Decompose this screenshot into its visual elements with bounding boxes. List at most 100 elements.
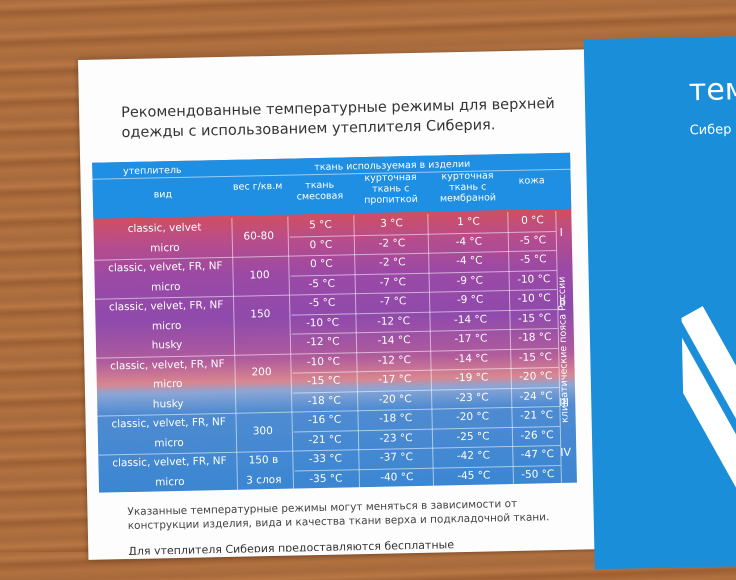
cell-type: classic, velvet, FR, NF xyxy=(108,260,223,275)
cell-membrane: -42 °C xyxy=(456,449,491,463)
cell-mixed: -16 °C xyxy=(307,413,342,427)
cell-membrane: -45 °C xyxy=(457,468,491,482)
row-divider xyxy=(295,483,562,491)
footnote: Указанные температурные режимы могут мен… xyxy=(127,497,550,533)
cell-mixed: -5 °C xyxy=(308,277,336,290)
cell-leather: -50 °C xyxy=(521,467,555,481)
cell-membrane: -20 °C xyxy=(455,410,490,424)
cell-membrane: -17 °C xyxy=(454,332,488,346)
footer-text: Для утеплителя Сиберия предоставляются б… xyxy=(128,538,455,556)
cell-mixed: -12 °C xyxy=(306,335,340,349)
cell-leather: -26 °C xyxy=(520,428,554,442)
climate-zones-label: климатические пояса России xyxy=(556,276,571,423)
cell-leather: -10 °C xyxy=(517,272,551,286)
cell-leather: -20 °C xyxy=(519,370,553,383)
cell-leather: 0 °C xyxy=(521,214,544,227)
cell-impregnated: -12 °C xyxy=(377,353,412,367)
cell-mixed: 0 °C xyxy=(309,257,333,271)
cell-leather: -24 °C xyxy=(519,389,553,403)
panel-title: тем xyxy=(688,71,736,109)
cell-impregnated: -14 °C xyxy=(377,334,411,347)
cell-impregnated: -2 °C xyxy=(378,256,406,269)
cell-leather: -47 °C xyxy=(520,448,555,461)
cell-leather: -10 °C xyxy=(517,292,551,305)
cell-leather: -15 °C xyxy=(517,311,552,325)
cell-impregnated: -17 °C xyxy=(378,373,412,386)
cell-type: micro xyxy=(150,280,181,294)
cell-type: micro xyxy=(155,475,185,488)
header-leather: кожа xyxy=(518,175,545,187)
cell-type: classic, velvet, FR, NF xyxy=(110,357,225,372)
cell-leather: -5 °C xyxy=(519,233,547,247)
panel-subtitle: Сибер xyxy=(689,122,732,139)
cell-membrane: -4 °C xyxy=(455,254,483,268)
logo-decoration xyxy=(680,286,736,568)
cell-weight: 3 слоя xyxy=(246,473,282,487)
header-type: вид xyxy=(153,189,173,201)
cell-impregnated: -40 °C xyxy=(380,470,414,484)
header-weight: вес г/кв.м xyxy=(232,180,283,193)
cell-impregnated: -18 °C xyxy=(378,412,413,425)
page-title: Рекомендованные температурные режимы для… xyxy=(120,96,555,142)
cell-weight xyxy=(237,395,287,396)
cell-type: classic, velvet, FR, NF xyxy=(111,415,226,431)
cell-membrane: -9 °C xyxy=(456,293,484,307)
cell-mixed: 0 °C xyxy=(309,238,333,251)
cell-type: micro xyxy=(151,319,182,333)
cell-weight: 150 в xyxy=(248,453,279,467)
cell-impregnated: -37 °C xyxy=(379,451,414,464)
cell-type: micro xyxy=(152,377,183,391)
cell-mixed: -35 °C xyxy=(309,472,343,485)
cell-weight: 300 xyxy=(252,424,273,438)
zone-1: I xyxy=(559,225,564,239)
cell-mixed: -21 °C xyxy=(308,433,342,446)
cell-membrane: -25 °C xyxy=(456,429,490,443)
cell-leather: -21 °C xyxy=(519,409,554,422)
cell-impregnated: -7 °C xyxy=(379,275,407,289)
cell-membrane: 1 °C xyxy=(457,215,480,229)
header-insulation: утеплитель xyxy=(122,164,182,178)
cell-weight xyxy=(236,337,286,338)
blue-side-panel: тем Сибер xyxy=(583,35,736,570)
cell-type: micro xyxy=(154,436,184,449)
header-membrane: курточная ткань с мембраной xyxy=(439,170,497,205)
cell-weight: 200 xyxy=(251,366,272,379)
cell-membrane: -14 °C xyxy=(454,351,488,365)
cell-weight: 100 xyxy=(249,268,270,282)
cell-impregnated: -23 °C xyxy=(379,431,413,445)
cell-mixed: -10 °C xyxy=(306,355,341,368)
cell-type: husky xyxy=(152,397,184,411)
info-card: Рекомендованные температурные режимы для… xyxy=(78,35,736,570)
cell-mixed: 5 °C xyxy=(309,218,332,232)
cell-leather: -5 °C xyxy=(519,253,547,266)
cell-impregnated: -7 °C xyxy=(379,295,407,308)
table-header: утеплитель ткань используемая в изделии … xyxy=(92,152,572,219)
cell-type: classic, velvet, FR, NF xyxy=(112,454,227,470)
temperature-table: утеплитель ткань используемая в изделии … xyxy=(92,152,577,493)
cell-type: husky xyxy=(151,338,183,352)
cell-impregnated: -2 °C xyxy=(378,236,406,250)
cell-mixed: -10 °C xyxy=(305,316,340,329)
cell-membrane: -19 °C xyxy=(455,371,489,385)
cell-membrane: -4 °C xyxy=(455,235,483,248)
header-impregnated: курточная ткань с пропиткой xyxy=(364,171,418,207)
cell-impregnated: -20 °C xyxy=(378,392,412,406)
cell-weight: 60-80 xyxy=(243,229,275,243)
cell-membrane: -9 °C xyxy=(456,274,484,287)
cell-type: classic, velvet xyxy=(127,221,202,235)
cell-type: micro xyxy=(150,241,180,255)
cell-impregnated: 3 °C xyxy=(380,217,403,230)
cell-type: classic, velvet, FR, NF xyxy=(108,299,224,314)
zone-4: IV xyxy=(560,445,572,459)
header-mixed: ткань смесовая xyxy=(296,179,344,203)
cell-mixed: -5 °C xyxy=(308,296,336,310)
cell-membrane: -14 °C xyxy=(453,312,488,326)
cell-membrane: -23 °C xyxy=(455,390,489,404)
cell-weight: 150 xyxy=(250,307,271,321)
cell-impregnated: -12 °C xyxy=(376,314,411,328)
cell-leather: -18 °C xyxy=(518,331,552,344)
cell-mixed: -18 °C xyxy=(307,394,341,407)
cell-leather: -15 °C xyxy=(518,350,552,364)
cell-mixed: -15 °C xyxy=(307,374,341,388)
cell-mixed: -33 °C xyxy=(308,452,343,466)
